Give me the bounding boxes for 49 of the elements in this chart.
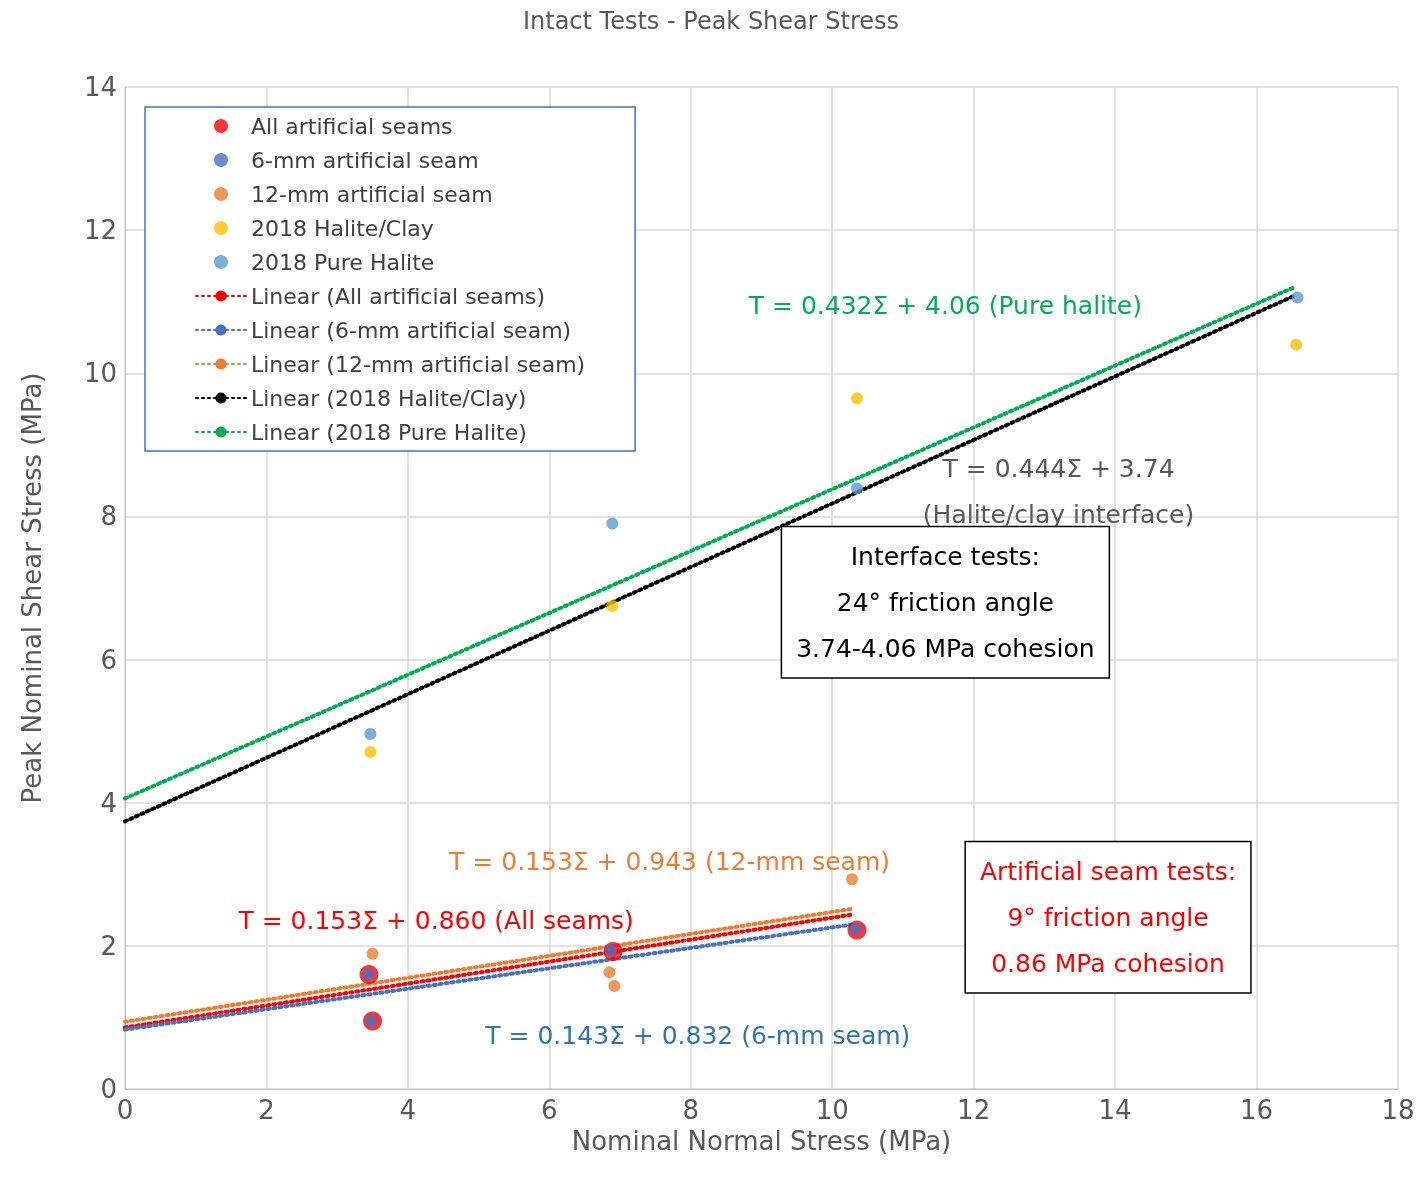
point [1291, 291, 1304, 304]
legend-label: Linear (2018 Halite/Clay) [251, 385, 527, 411]
point [1290, 338, 1303, 351]
annotation: Interface tests: 24° friction angle 3.74-4.06 MPa cohesion [796, 541, 1095, 663]
point [608, 979, 621, 992]
legend-label: All artificial seams [251, 113, 453, 139]
x-tick-label: 12 [957, 1095, 991, 1125]
y-tick-label: 0 [100, 1074, 117, 1104]
legend-label: 2018 Halite/Clay [251, 215, 434, 241]
annotation: T = 0.153Σ + 0.943 (12-mm seam) [448, 846, 891, 876]
point [606, 599, 619, 612]
x-tick-label: 4 [399, 1095, 417, 1125]
y-axis-title: Peak Nominal Shear Stress (MPa) [17, 372, 47, 804]
annotation: T = 0.432Σ + 4.06 (Pure halite) [747, 290, 1142, 320]
point [366, 947, 379, 960]
point [606, 517, 619, 530]
chart-title: Intact Tests - Peak Shear Stress [522, 7, 900, 35]
x-tick-label: 2 [258, 1095, 275, 1125]
legend-label: Linear (12-mm artificial seam) [251, 351, 586, 377]
annotation: T = 0.153Σ + 0.860 (All seams) [237, 906, 634, 936]
legend-label: 12-mm artificial seam [251, 181, 493, 207]
annotation: Artificial seam tests: 9° friction angle 0.86 MPa cohesion [979, 856, 1237, 978]
x-tick-label: 18 [1381, 1095, 1415, 1125]
annotation: T = 0.143Σ + 0.832 (6-mm seam) [484, 1020, 911, 1050]
annotation: T = 0.444Σ + 3.74 (Halite/clay interface) [922, 453, 1195, 529]
y-tick-label: 12 [83, 215, 117, 246]
legend-label: 2018 Pure Halite [251, 249, 435, 275]
legend-label: 6-mm artificial seam [251, 147, 479, 173]
y-tick-label: 10 [83, 358, 117, 389]
y-tick-label: 8 [100, 501, 117, 532]
x-axis-title: Nominal Normal Stress (MPa) [571, 1125, 952, 1156]
x-tick-label: 6 [541, 1095, 558, 1125]
y-tick-label: 2 [100, 930, 117, 961]
y-tick-label: 14 [83, 72, 117, 102]
point [846, 873, 859, 886]
legend-label: Linear (All artificial seams) [251, 283, 546, 309]
legend-label: Linear (6-mm artificial seam) [251, 317, 572, 343]
legend-label: Linear (2018 Pure Halite) [251, 419, 527, 445]
point [364, 728, 377, 740]
point [850, 482, 863, 495]
y-tick-label: 4 [100, 787, 117, 818]
x-tick-label: 14 [1098, 1095, 1132, 1125]
x-tick-label: 10 [815, 1095, 849, 1125]
point [850, 392, 863, 405]
point [603, 966, 616, 979]
y-tick-label: 6 [100, 644, 117, 675]
x-tick-label: 16 [1240, 1095, 1274, 1125]
point [364, 745, 377, 758]
x-tick-label: 8 [682, 1095, 700, 1125]
